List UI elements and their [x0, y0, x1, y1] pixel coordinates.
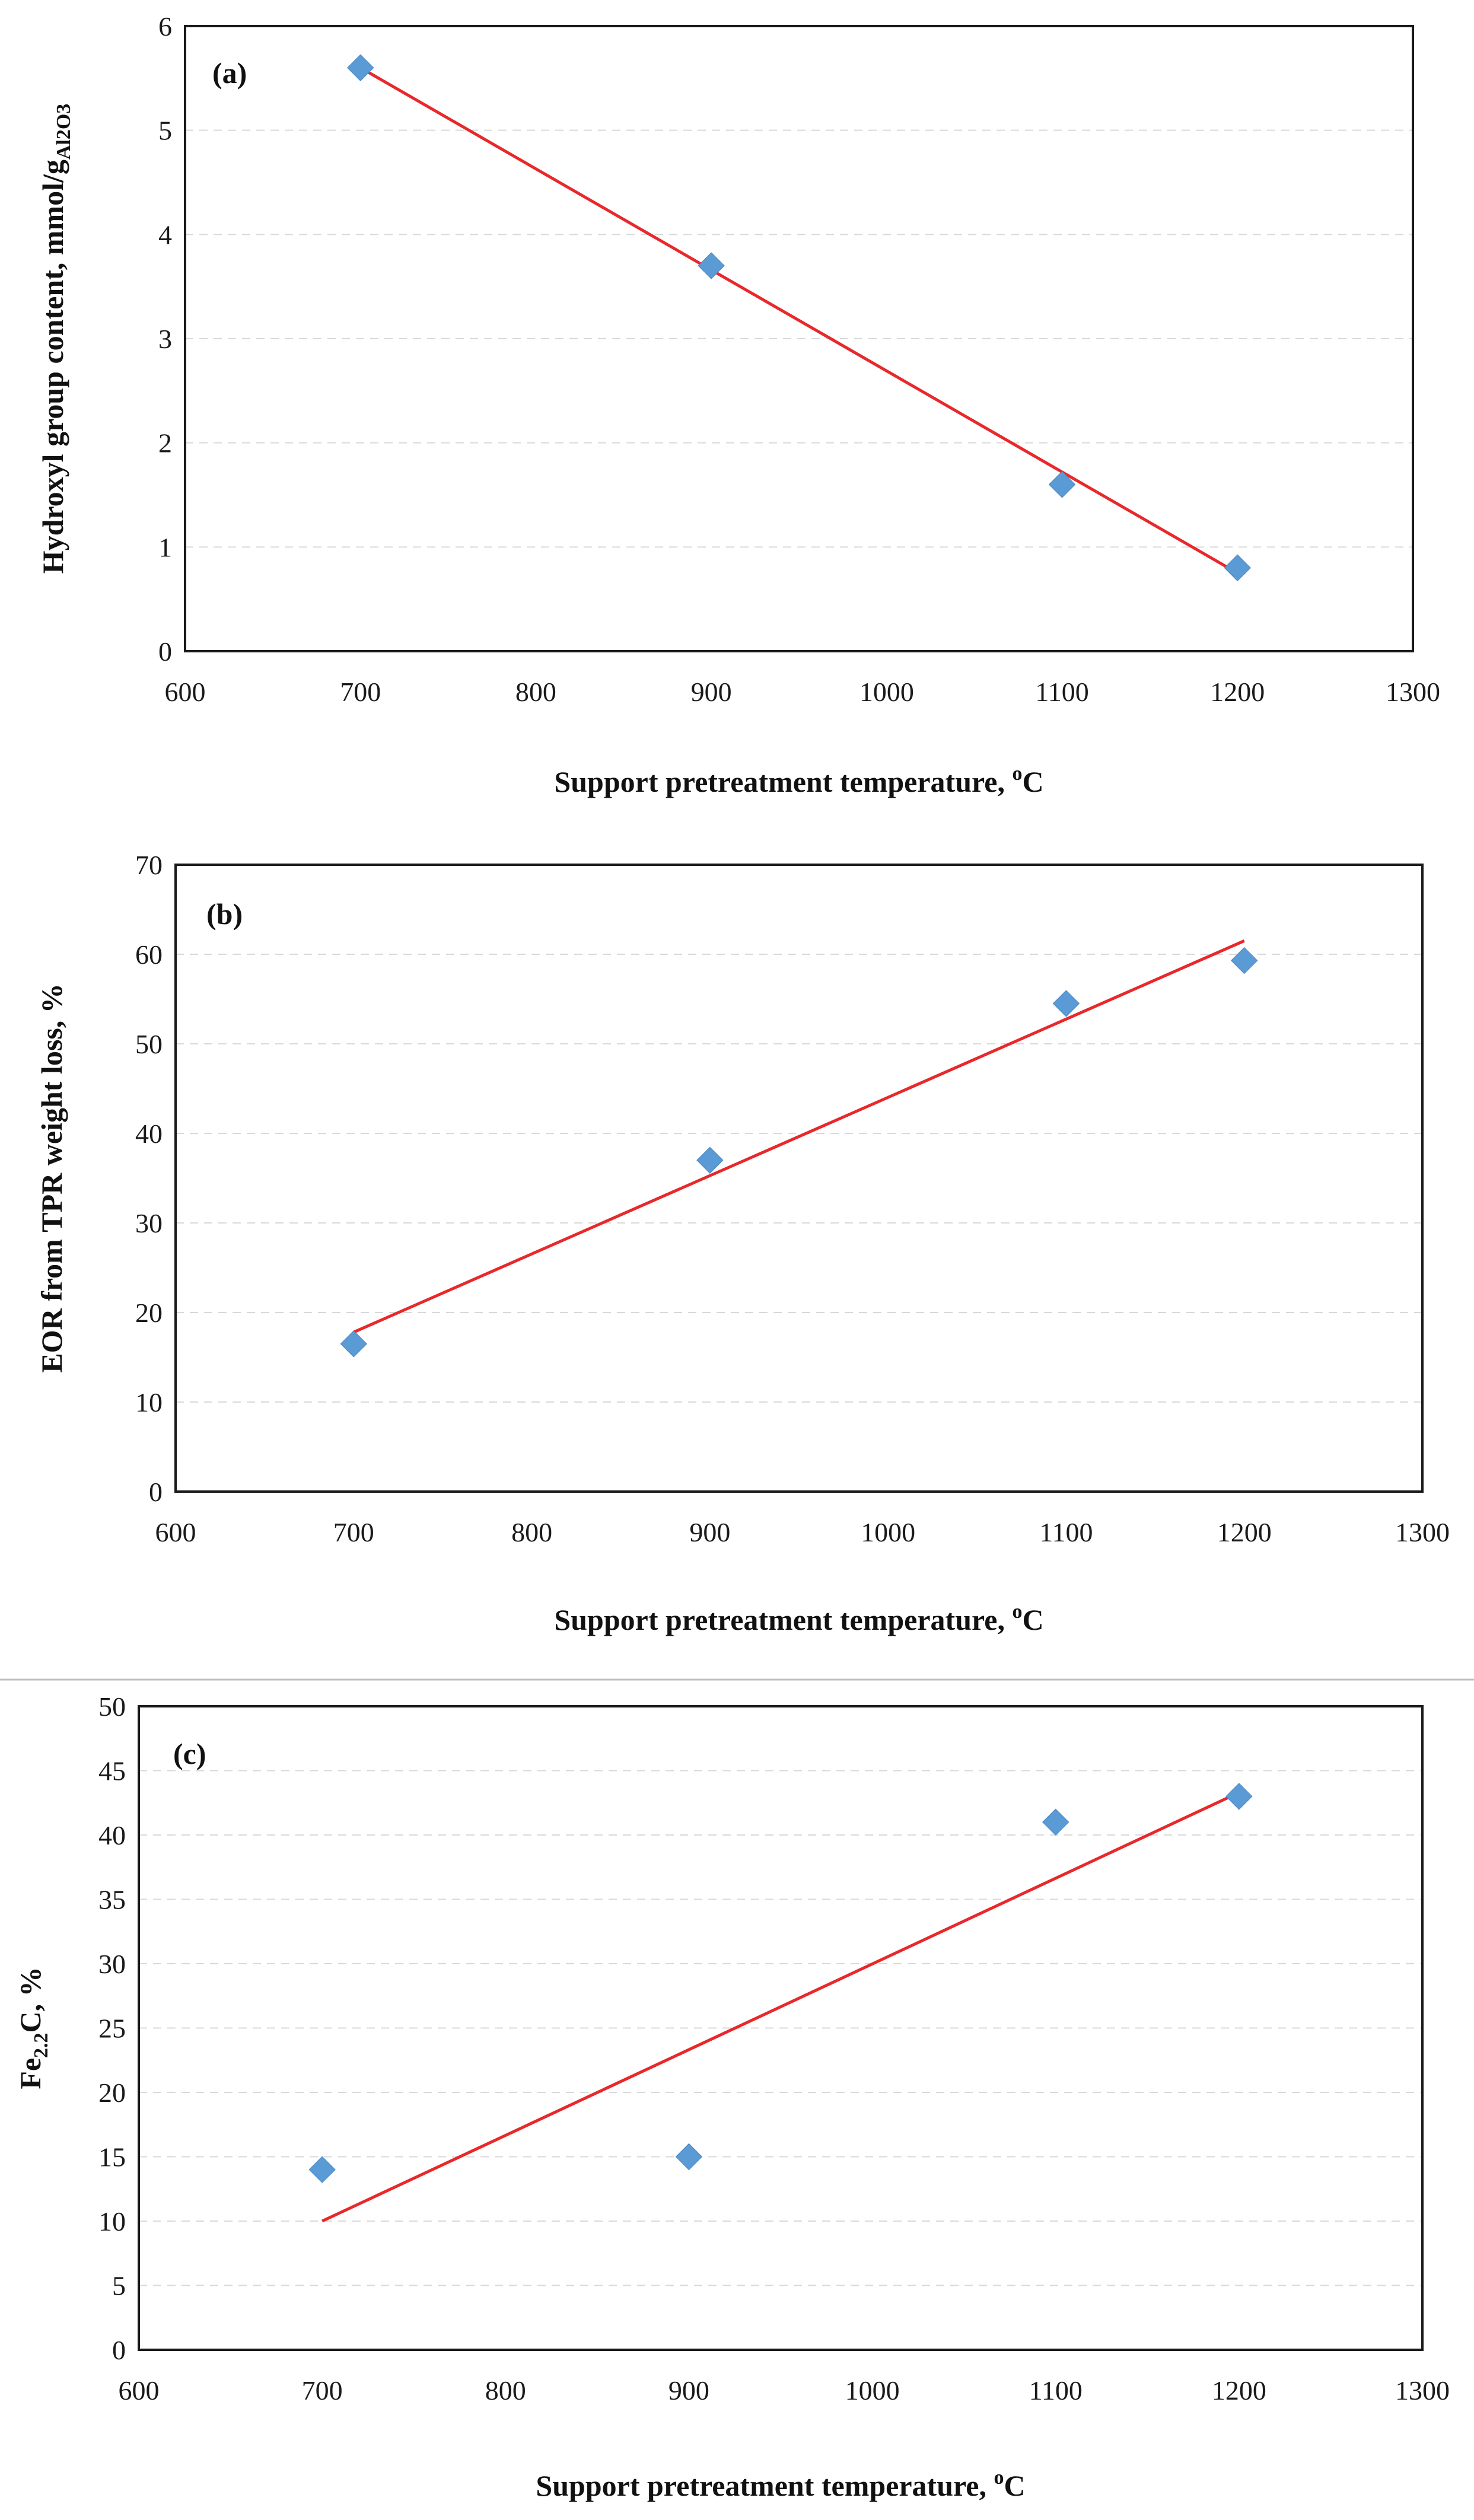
- y-axis-label: EOR from TPR weight loss, %: [35, 983, 68, 1373]
- y-axis-label: Hydroxyl group content, mmol/gAl2O3: [36, 104, 75, 574]
- y-tick-label: 1: [158, 532, 172, 562]
- y-tick-label: 0: [149, 1477, 163, 1507]
- x-axis-label-unit: C: [1004, 2469, 1025, 2502]
- data-point: [1042, 1808, 1069, 1836]
- y-tick-label: 5: [158, 116, 172, 146]
- x-axis-label: Support pretreatment temperature, oC: [536, 2467, 1025, 2502]
- y-tick-label: 15: [98, 2142, 126, 2172]
- y-tick-label: 30: [98, 1949, 126, 1979]
- x-tick-label: 1100: [1035, 677, 1088, 707]
- x-tick-label: 600: [119, 2375, 160, 2406]
- x-tick-label: 800: [511, 1517, 552, 1547]
- x-tick-label: 1200: [1210, 677, 1265, 707]
- x-tick-label: 1000: [859, 677, 914, 707]
- plot-frame: [174, 864, 1424, 1493]
- x-axis-label-unit: C: [1022, 765, 1043, 798]
- x-tick-label: 600: [155, 1517, 196, 1547]
- data-point: [347, 54, 374, 81]
- y-tick-label: 2: [158, 428, 172, 458]
- x-axis-label-superscript: o: [1012, 763, 1022, 785]
- x-tick-label: 700: [333, 1517, 374, 1547]
- x-tick-label: 1300: [1386, 677, 1440, 707]
- y-tick-label: 25: [98, 2014, 126, 2044]
- plot-frame: [184, 25, 1414, 652]
- x-tick-label: 800: [515, 677, 556, 707]
- data-point: [1224, 554, 1251, 582]
- panel-b: 0 10 20 30 40 50 60 70 600 700 800 900 1000 1100 1200 1…: [35, 850, 1450, 1636]
- y-axis-label-subscript: 2.2: [30, 2032, 52, 2058]
- y-tick-label: 20: [135, 1298, 163, 1328]
- y-tick-label: 6: [158, 11, 172, 42]
- y-tick-label: 30: [135, 1208, 163, 1238]
- y-tick-label: 40: [135, 1119, 163, 1149]
- y-tick-label: 60: [135, 939, 163, 970]
- x-axis-label-superscript: o: [1012, 1601, 1022, 1623]
- y-axis-label-tail: C, %: [14, 1967, 47, 2032]
- x-axis-label-superscript: o: [994, 2467, 1004, 2489]
- x-tick-label: 700: [340, 677, 381, 707]
- y-tick-label: 5: [112, 2271, 126, 2301]
- x-tick-label: 1200: [1217, 1517, 1272, 1547]
- x-axis-label-unit: C: [1022, 1603, 1043, 1636]
- y-tick-label: 40: [98, 1820, 126, 1850]
- y-tick-label: 0: [158, 636, 172, 667]
- y-axis-label: Fe2.2C, %: [14, 1967, 52, 2089]
- x-axis-label-text: Support pretreatment temperature,: [554, 765, 1012, 798]
- y-tick-label: 3: [158, 324, 172, 354]
- trendline: [321, 1791, 1240, 2223]
- panel-c: 0 5 10 15 20 25 30 35 40 45 50 600 700 800 900 1000 1100…: [14, 1691, 1450, 2502]
- x-tick-label: 1100: [1029, 2375, 1083, 2406]
- y-tick-label: 10: [98, 2206, 126, 2237]
- trendline: [359, 66, 1239, 575]
- y-tick-label: 50: [98, 1691, 126, 1722]
- data-point: [1231, 947, 1258, 974]
- x-axis-label-text: Support pretreatment temperature,: [554, 1603, 1012, 1636]
- y-tick-label: 35: [98, 1885, 126, 1915]
- data-point: [698, 252, 725, 279]
- x-axis-label: Support pretreatment temperature, oC: [554, 1601, 1043, 1636]
- x-tick-label: 900: [691, 677, 732, 707]
- y-tick-label: 0: [112, 2335, 126, 2365]
- panel-label: (c): [173, 1737, 206, 1770]
- x-tick-label: 1000: [861, 1517, 915, 1547]
- x-tick-label: 1200: [1212, 2375, 1266, 2406]
- y-tick-label: 45: [98, 1756, 126, 1786]
- plot-frame: [138, 1705, 1424, 2351]
- panel-label: (a): [212, 56, 247, 90]
- data-point: [1225, 1783, 1253, 1810]
- y-tick-label: 10: [135, 1387, 163, 1417]
- x-tick-label: 600: [165, 677, 206, 707]
- panel-label: (b): [206, 897, 243, 931]
- x-tick-label: 1300: [1395, 1517, 1450, 1547]
- x-tick-label: 800: [485, 2375, 526, 2406]
- x-tick-label: 1000: [845, 2375, 900, 2406]
- data-point: [1052, 990, 1080, 1017]
- y-tick-label: 70: [135, 850, 163, 880]
- x-tick-label: 1300: [1395, 2375, 1450, 2406]
- y-tick-label: 4: [158, 219, 172, 250]
- data-point: [340, 1330, 367, 1358]
- x-tick-label: 900: [668, 2375, 709, 2406]
- x-axis-label: Support pretreatment temperature, oC: [554, 763, 1043, 798]
- y-axis-label-text: Hydroxyl group content, mmol/g: [36, 160, 69, 574]
- x-tick-label: 700: [302, 2375, 343, 2406]
- x-tick-label: 1100: [1039, 1517, 1093, 1547]
- x-axis-label-text: Support pretreatment temperature,: [536, 2469, 994, 2502]
- y-axis-label-text: Fe: [14, 2058, 47, 2089]
- data-point: [1048, 471, 1076, 498]
- y-axis-label-text: EOR from TPR weight loss, %: [35, 983, 68, 1373]
- data-point: [675, 2143, 703, 2171]
- data-point: [308, 2156, 336, 2183]
- panel-a: 0 1 2 3 4 5 6 600 700 800 900 1000 1100 1200 1300 (a) Su…: [36, 11, 1440, 798]
- y-axis-label-subscript: Al2O3: [53, 104, 75, 160]
- x-tick-label: 900: [689, 1517, 730, 1547]
- trendline: [353, 939, 1245, 1334]
- y-tick-label: 20: [98, 2078, 126, 2108]
- y-tick-label: 50: [135, 1029, 163, 1059]
- data-point: [696, 1146, 724, 1174]
